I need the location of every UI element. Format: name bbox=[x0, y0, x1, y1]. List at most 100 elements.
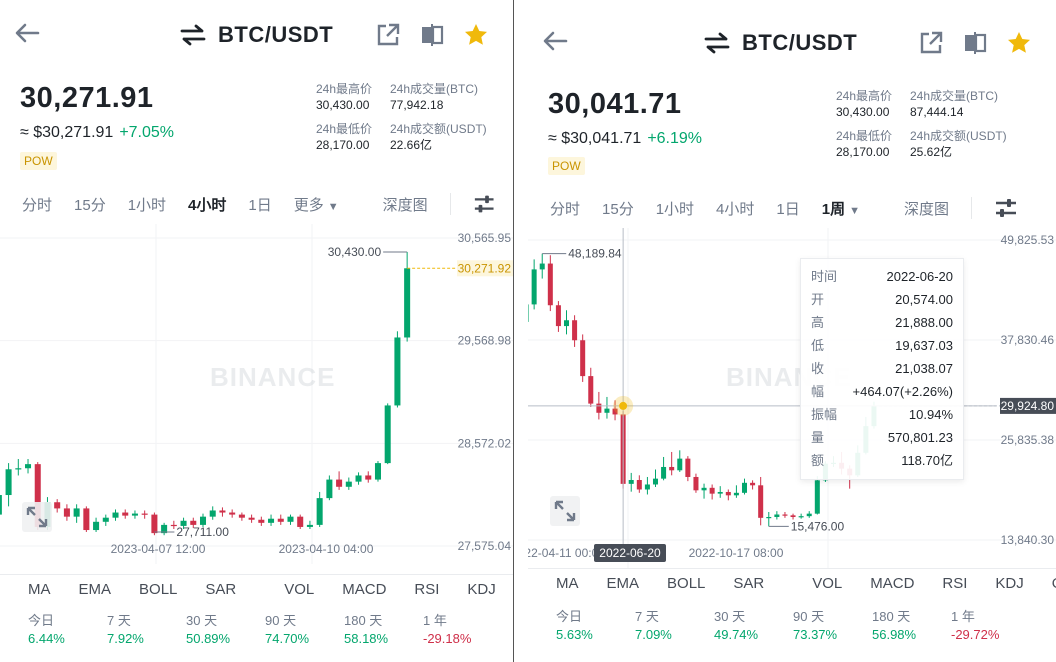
candle-body bbox=[539, 263, 545, 270]
perf-1y: 1 年 -29.18% bbox=[423, 612, 502, 648]
candle-body bbox=[102, 517, 109, 522]
tab-time[interactable]: 分时 bbox=[22, 196, 53, 214]
kline-chart[interactable]: 30,565.95 29,568.98 28,572.02 27,575.04 30,4… bbox=[0, 224, 513, 564]
candle-body bbox=[669, 466, 675, 471]
star-icon[interactable] bbox=[1006, 30, 1032, 56]
indicator-ob[interactable]: OB bbox=[1052, 575, 1056, 592]
tab-15m[interactable]: 15分 bbox=[74, 196, 106, 214]
candle-body bbox=[131, 513, 138, 516]
perf-label: 1 年 bbox=[951, 609, 975, 624]
compare-icon[interactable] bbox=[962, 30, 988, 56]
star-icon[interactable] bbox=[463, 22, 489, 48]
tab-1h[interactable]: 1小时 bbox=[127, 196, 167, 214]
x-axis-label: 2022-10-17 08:00 bbox=[689, 546, 784, 560]
indicator-macd[interactable]: MACD bbox=[342, 581, 387, 598]
indicator-ma[interactable]: MA bbox=[556, 575, 579, 592]
perf-label: 今日 bbox=[28, 613, 55, 628]
indicator-vol[interactable]: VOL bbox=[284, 581, 315, 598]
perf-90d: 90 天 74.70% bbox=[265, 612, 344, 648]
settings-sliders-icon[interactable] bbox=[994, 197, 1018, 219]
pair-title[interactable]: BTC/USDT bbox=[704, 30, 857, 56]
perf-today: 今日 6.44% bbox=[28, 612, 107, 648]
indicator-rsi[interactable]: RSI bbox=[414, 581, 440, 598]
candle-body bbox=[612, 408, 618, 415]
tab-15m[interactable]: 15分 bbox=[602, 200, 634, 218]
pow-tag[interactable]: POW bbox=[548, 157, 585, 175]
candle-body bbox=[596, 403, 602, 413]
tab-time[interactable]: 分时 bbox=[550, 200, 581, 218]
header: BTC/USDT bbox=[528, 0, 1056, 72]
tooltip-value: 21,888.00 bbox=[895, 315, 953, 330]
perf-label: 30 天 bbox=[714, 609, 746, 624]
perf-value: -29.18% bbox=[423, 631, 472, 646]
header: BTC/USDT bbox=[0, 0, 513, 72]
price-fiat: ≈ $30,041.71 bbox=[548, 130, 642, 147]
indicator-macd[interactable]: MACD bbox=[870, 575, 915, 592]
stats-labels-1: 24h最高价 24h成交量(BTC) bbox=[316, 80, 506, 98]
tooltip-value: 570,801.23 bbox=[887, 430, 953, 445]
back-arrow-icon[interactable] bbox=[14, 22, 40, 44]
perf-value: 7.09% bbox=[635, 627, 672, 642]
perf-label: 7 天 bbox=[635, 609, 659, 624]
stats-values-2: 28,170.00 25.62亿 bbox=[836, 143, 1026, 161]
indicator-kdj[interactable]: KDJ bbox=[467, 581, 496, 598]
x-axis-highlight-label: 2022-06-20 bbox=[599, 546, 661, 560]
low-value: 28,170.00 bbox=[316, 138, 370, 152]
settings-sliders-icon[interactable] bbox=[473, 193, 495, 215]
candle-body bbox=[701, 487, 707, 491]
tab-more-label: 更多 bbox=[293, 196, 324, 214]
perf-value: 49.74% bbox=[714, 627, 759, 642]
tab-more[interactable]: 更多 ▼ bbox=[294, 194, 361, 215]
indicator-rsi[interactable]: RSI bbox=[942, 575, 968, 592]
pow-tag[interactable]: POW bbox=[20, 152, 57, 170]
crosshair-dot bbox=[619, 401, 628, 410]
tab-1d[interactable]: 1日 bbox=[248, 196, 272, 214]
interval-tabs: 分时 15分 1小时 4小时 1日 更多 ▼ 深度图 bbox=[0, 186, 513, 222]
tab-4h[interactable]: 4小时 bbox=[716, 200, 755, 218]
price-fiat: ≈ $30,271.91 bbox=[20, 124, 114, 141]
expand-chart-button[interactable] bbox=[550, 496, 580, 526]
tab-4h[interactable]: 4小时 bbox=[188, 196, 227, 214]
indicator-ema[interactable]: EMA bbox=[78, 581, 112, 598]
indicator-vol[interactable]: VOL bbox=[812, 575, 843, 592]
indicator-boll[interactable]: BOLL bbox=[667, 575, 706, 592]
binance-watermark: BINANCE bbox=[210, 362, 336, 392]
y-tick-label: 37,830.46 bbox=[1001, 333, 1055, 347]
compare-icon[interactable] bbox=[419, 22, 445, 48]
perf-label: 180 天 bbox=[872, 609, 911, 624]
indicator-ma[interactable]: MA bbox=[28, 581, 51, 598]
candle-body bbox=[717, 491, 723, 494]
pair-title[interactable]: BTC/USDT bbox=[180, 22, 333, 48]
tab-depth[interactable]: 深度图 bbox=[382, 196, 428, 214]
tab-1d[interactable]: 1日 bbox=[776, 200, 800, 218]
indicator-ema[interactable]: EMA bbox=[606, 575, 640, 592]
perf-7d: 7 天 7.09% bbox=[635, 608, 714, 644]
tooltip-row: 幅 +464.07(+2.26%) bbox=[811, 380, 953, 403]
perf-value: 73.37% bbox=[793, 627, 838, 642]
candle-body bbox=[394, 337, 401, 406]
candle-body bbox=[268, 518, 275, 523]
share-icon[interactable] bbox=[375, 22, 401, 48]
indicator-sar[interactable]: SAR bbox=[205, 581, 237, 598]
tooltip-value: 118.70亿 bbox=[901, 453, 953, 468]
performance-row: 今日 5.63% 7 天 7.09% 30 天 49.74% 90 天 73.37% 1… bbox=[528, 608, 1056, 644]
share-icon[interactable] bbox=[918, 30, 944, 56]
last-price-tag-bg bbox=[457, 260, 513, 277]
indicator-kdj[interactable]: KDJ bbox=[995, 575, 1024, 592]
swap-icon bbox=[704, 32, 730, 54]
y-tick-label: 25,835.38 bbox=[1001, 433, 1055, 447]
candle-body bbox=[73, 508, 80, 517]
tab-1w[interactable]: 1周 ▼ bbox=[822, 198, 882, 219]
indicator-boll[interactable]: BOLL bbox=[139, 581, 178, 598]
tooltip-key: 收 bbox=[811, 361, 825, 376]
candle-body bbox=[326, 479, 333, 499]
tab-depth[interactable]: 深度图 bbox=[903, 200, 949, 218]
kline-chart[interactable]: 49,825.53 37,830.46 25,835.38 13,840.30 48,1… bbox=[528, 228, 1056, 568]
candle-body bbox=[248, 517, 255, 520]
expand-chart-button[interactable] bbox=[22, 502, 52, 532]
indicator-sar[interactable]: SAR bbox=[733, 575, 765, 592]
back-arrow-icon[interactable] bbox=[542, 30, 568, 52]
tab-1h[interactable]: 1小时 bbox=[655, 200, 695, 218]
chevron-down-icon: ▼ bbox=[327, 200, 339, 213]
high-label: 30,430.00 bbox=[328, 245, 382, 259]
